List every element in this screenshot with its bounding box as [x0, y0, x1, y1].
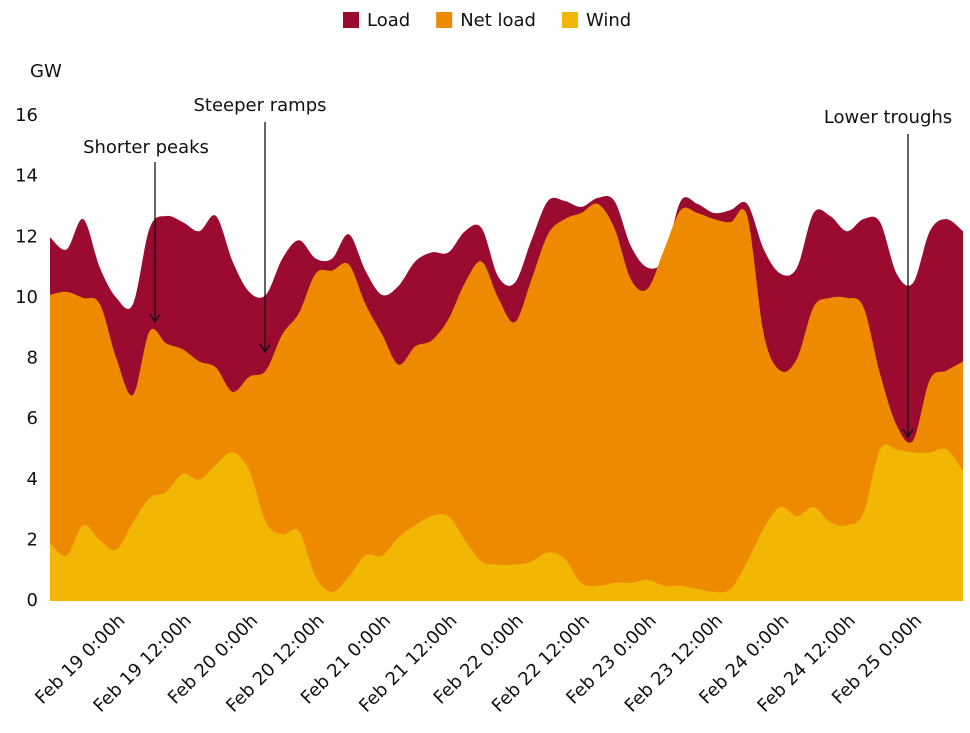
annotation: Shorter peaks: [83, 137, 209, 158]
legend-swatch: [343, 12, 359, 28]
y-tick-label: 4: [27, 469, 38, 490]
legend-label: Load: [367, 10, 410, 31]
annotation: Lower troughs: [824, 107, 952, 128]
arrow-head: [259, 343, 271, 354]
area: [50, 444, 963, 601]
y-tick-label: 14: [15, 166, 38, 187]
legend-label: Net load: [460, 10, 536, 31]
arrow-head: [902, 428, 914, 439]
legend-swatch: [436, 12, 453, 28]
y-tick-label: 10: [15, 287, 38, 308]
area: [50, 203, 963, 602]
y-tick-label: 8: [27, 348, 38, 369]
y-tick-label: 0: [27, 590, 38, 611]
y-tick-label: 2: [27, 529, 38, 550]
y-axis-label: GW: [30, 61, 62, 82]
legend-swatch: [561, 12, 578, 28]
legend-label: Wind: [586, 10, 631, 31]
annotation: Steeper ramps: [193, 95, 326, 116]
arrow-head: [149, 313, 161, 324]
y-tick-label: 12: [15, 226, 38, 247]
y-tick-label: 16: [15, 105, 38, 126]
y-tick-label: 6: [27, 408, 38, 429]
